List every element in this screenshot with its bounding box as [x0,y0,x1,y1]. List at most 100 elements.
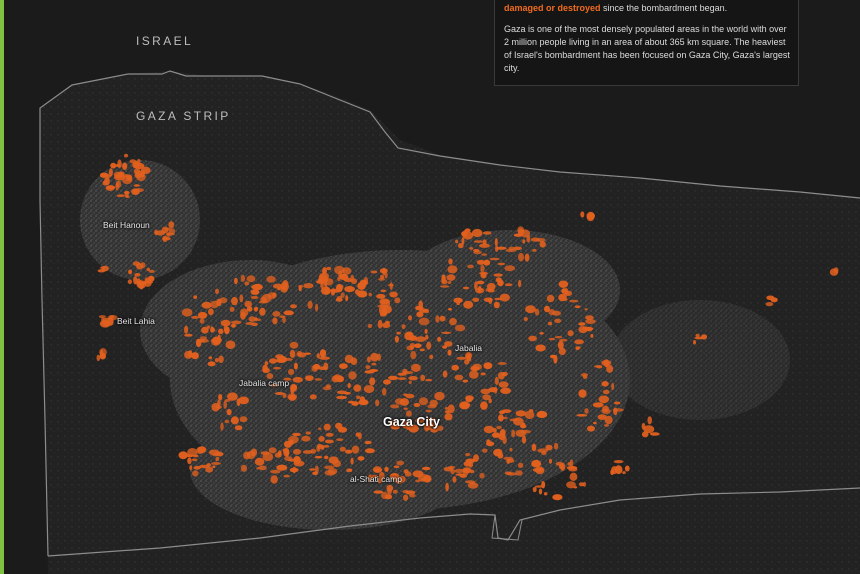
damage-marker [104,177,110,186]
damage-marker [293,362,298,370]
damage-marker [168,221,175,229]
damage-marker [386,484,394,492]
damage-marker [230,416,239,425]
damage-marker [371,362,377,366]
damage-marker [136,263,144,270]
damage-marker [276,464,288,471]
damage-marker [487,282,496,291]
port-outline [491,514,523,541]
damage-marker [368,292,372,297]
damage-marker [766,295,775,301]
damage-marker [611,382,615,391]
damage-marker [201,301,212,309]
damage-marker [592,402,604,408]
damage-marker [378,278,386,281]
damage-marker [578,482,585,487]
damage-marker [207,361,216,367]
damage-marker [701,334,708,340]
damage-marker [553,442,559,450]
damage-marker [256,466,261,470]
damage-marker [462,231,474,240]
damage-marker [462,286,470,290]
damage-marker [403,407,408,410]
damage-marker [193,295,198,299]
damage-marker [548,309,555,316]
damage-marker [168,228,176,235]
damage-marker [234,277,238,285]
damage-marker [323,423,331,431]
damage-marker [558,338,568,342]
damage-marker [429,399,438,407]
damage-marker [829,268,839,276]
damage-marker [210,326,215,333]
damage-marker [327,468,338,475]
damage-marker [275,354,284,359]
damage-marker [188,350,193,358]
damage-marker [218,355,224,364]
damage-marker [380,289,387,293]
damage-marker [125,195,130,198]
damage-marker [424,328,428,334]
damage-marker [584,308,588,311]
damage-marker [415,479,421,483]
damage-marker [205,466,214,473]
damage-marker [543,492,548,496]
damage-marker [547,321,553,326]
damage-marker [289,349,296,359]
damage-marker [458,243,464,249]
damage-marker [214,451,224,457]
damage-marker [415,336,427,342]
damage-marker [641,422,646,430]
damage-marker [406,331,413,335]
damage-marker [473,240,484,243]
damage-marker [441,331,452,334]
damage-marker [513,246,522,251]
damage-marker [215,288,219,294]
damage-marker [649,432,660,436]
damage-marker [576,346,581,349]
damage-marker [240,464,247,472]
damage-marker [224,419,230,424]
damage-marker [282,448,286,453]
damage-marker [389,291,398,298]
damage-areas [96,153,839,501]
damage-marker [470,482,476,485]
damage-marker [116,194,125,198]
damage-marker [238,396,249,405]
damage-marker [264,361,269,366]
damage-marker [454,374,464,381]
damage-marker [260,451,270,455]
damage-marker [324,286,330,295]
damage-marker [208,356,213,360]
damage-marker [601,381,609,387]
info-highlight: damaged or destroyed [504,3,601,13]
damage-marker [520,429,531,434]
damage-marker [473,250,482,255]
damage-marker [353,384,362,392]
damage-marker [277,287,281,291]
damage-marker [442,370,448,378]
damage-marker [476,280,485,285]
damage-marker [146,267,151,272]
damage-marker [307,300,313,309]
damage-marker [463,300,474,309]
damage-marker [406,410,412,417]
damage-marker [211,339,221,346]
damage-marker [385,320,390,324]
damage-marker [373,468,383,473]
damage-marker [347,382,351,389]
info-paragraph: Gaza is one of the most densely populate… [504,24,790,73]
damage-marker [504,471,512,475]
damage-marker [110,162,117,169]
damage-marker [390,404,400,409]
damage-marker [420,374,426,382]
damage-marker [161,226,169,234]
damage-marker [389,473,400,481]
damage-marker [140,170,145,178]
damage-marker [339,363,348,369]
accent-bar [0,0,4,574]
damage-marker [509,418,519,422]
damage-marker [260,296,267,303]
damage-marker [211,462,221,465]
damage-marker [517,462,524,468]
